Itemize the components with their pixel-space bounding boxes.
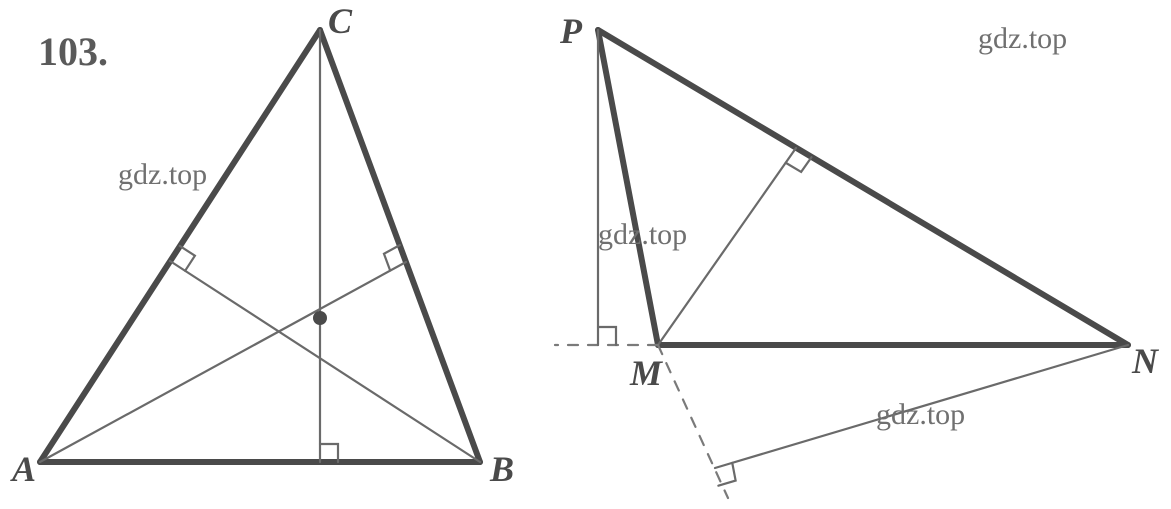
watermark-0: gdz.top [118,158,207,192]
vertex-M: M [630,352,662,394]
vertex-A: A [12,448,36,490]
watermark-3: gdz.top [876,398,965,432]
vertex-C: C [328,0,352,42]
vertex-B: B [490,448,514,490]
watermark-2: gdz.top [598,218,687,252]
watermark-1: gdz.top [978,22,1067,56]
problem-number: 103. [38,28,108,75]
vertex-N: N [1132,340,1158,382]
vertex-P: P [560,10,582,52]
